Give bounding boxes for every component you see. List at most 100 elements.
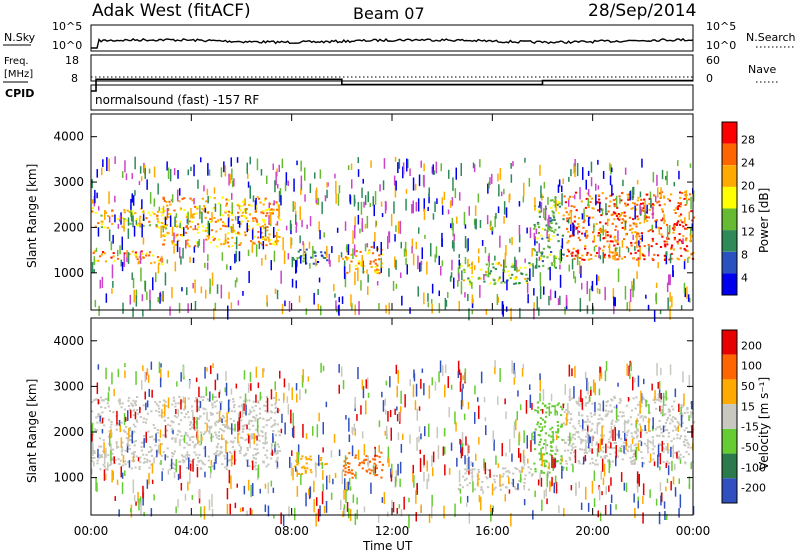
colorbar-swatch [722,186,737,209]
heatmap-cell [657,262,659,269]
heatmap-cell [596,274,598,286]
heatmap-cell [155,409,158,412]
heatmap-cell [361,431,364,439]
heatmap-cell [341,296,344,304]
heatmap-cell [320,462,323,465]
heatmap-cell [420,504,422,513]
heatmap-cell [484,417,487,422]
heatmap-cell [204,208,207,213]
heatmap-cell [408,514,410,529]
heatmap-cell [462,475,465,478]
heatmap-cell [669,292,671,303]
heatmap-cell [613,205,616,208]
heatmap-cell [220,403,222,411]
heatmap-cell [574,276,577,284]
heatmap-cell [156,256,160,258]
heatmap-cell [180,412,183,414]
heatmap-cell [637,196,640,199]
heatmap-cell [227,213,230,216]
heatmap-cell [677,160,679,167]
power-colorbar-label: Power [dB] [757,188,771,253]
heatmap-cell [148,168,151,174]
heatmap-cell [639,440,642,442]
heatmap-cell [295,222,298,227]
heatmap-cell [354,454,357,457]
heatmap-cell [166,447,169,450]
heatmap-cell [208,425,211,435]
heatmap-cell [104,406,107,409]
heatmap-cell [584,371,587,380]
heatmap-cell [518,282,521,284]
colorbar-swatch [722,330,737,355]
heatmap-cell [124,470,126,477]
heatmap-cell [593,246,596,252]
heatmap-cell [406,158,408,172]
heatmap-cell [194,225,197,231]
heatmap-cell [637,375,640,387]
heatmap-cell [674,418,677,420]
heatmap-cell [131,272,133,280]
heatmap-cell [541,260,544,263]
heatmap-cell [213,461,216,470]
heatmap-cell [189,256,191,263]
heatmap-cell [502,472,505,475]
heatmap-cell [549,453,552,456]
heatmap-cell [434,201,436,212]
heatmap-cell [537,411,540,414]
heatmap-cell [367,377,369,390]
heatmap-cell [559,264,561,270]
heatmap-cell [229,265,232,270]
heatmap-cell [278,164,280,172]
heatmap-cell [199,401,202,408]
heatmap-cell [501,475,504,478]
heatmap-cell [552,211,555,214]
heatmap-cell [637,440,641,443]
heatmap-cell [133,444,136,447]
heatmap-cell [648,202,651,205]
heatmap-cell [139,496,142,505]
heatmap-cell [443,505,445,519]
heatmap-cell [142,421,145,424]
heatmap-cell [577,217,581,220]
heatmap-cell [488,272,492,275]
heatmap-cell [363,201,365,208]
heatmap-cell [202,396,205,398]
heatmap-cell [197,226,200,229]
heatmap-cell [550,221,553,224]
heatmap-cell [495,474,499,477]
heatmap-cell [390,214,393,227]
heatmap-cell [460,440,462,454]
heatmap-cell [276,443,279,446]
heatmap-cell [445,299,448,307]
heatmap-cell [574,445,577,448]
heatmap-cell [180,372,182,382]
heatmap-cell [385,425,388,438]
heatmap-cell [201,197,204,200]
heatmap-cell [96,462,99,465]
heatmap-cell [556,424,559,427]
heatmap-cell [687,443,690,446]
heatmap-cell [252,483,254,497]
heatmap-cell [626,363,628,376]
heatmap-cell [506,475,509,478]
heatmap-cell [586,281,588,295]
heatmap-cell [199,415,202,418]
heatmap-cell [595,183,597,191]
heatmap-cell [285,225,288,231]
heatmap-cell [522,196,525,203]
heatmap-cell [684,194,687,197]
heatmap-cell [611,193,614,196]
heatmap-cell [270,212,272,225]
heatmap-cell [170,420,173,423]
heatmap-cell [276,208,279,211]
heatmap-cell [453,241,455,252]
heatmap-cell [489,282,492,285]
heatmap-cell [194,429,197,431]
heatmap-cell [518,201,521,207]
heatmap-cell [257,418,260,420]
heatmap-cell [588,288,591,302]
heatmap-cell [264,254,267,260]
heatmap-cell [156,210,159,213]
heatmap-cell [547,196,549,205]
heatmap-cell [587,189,590,196]
